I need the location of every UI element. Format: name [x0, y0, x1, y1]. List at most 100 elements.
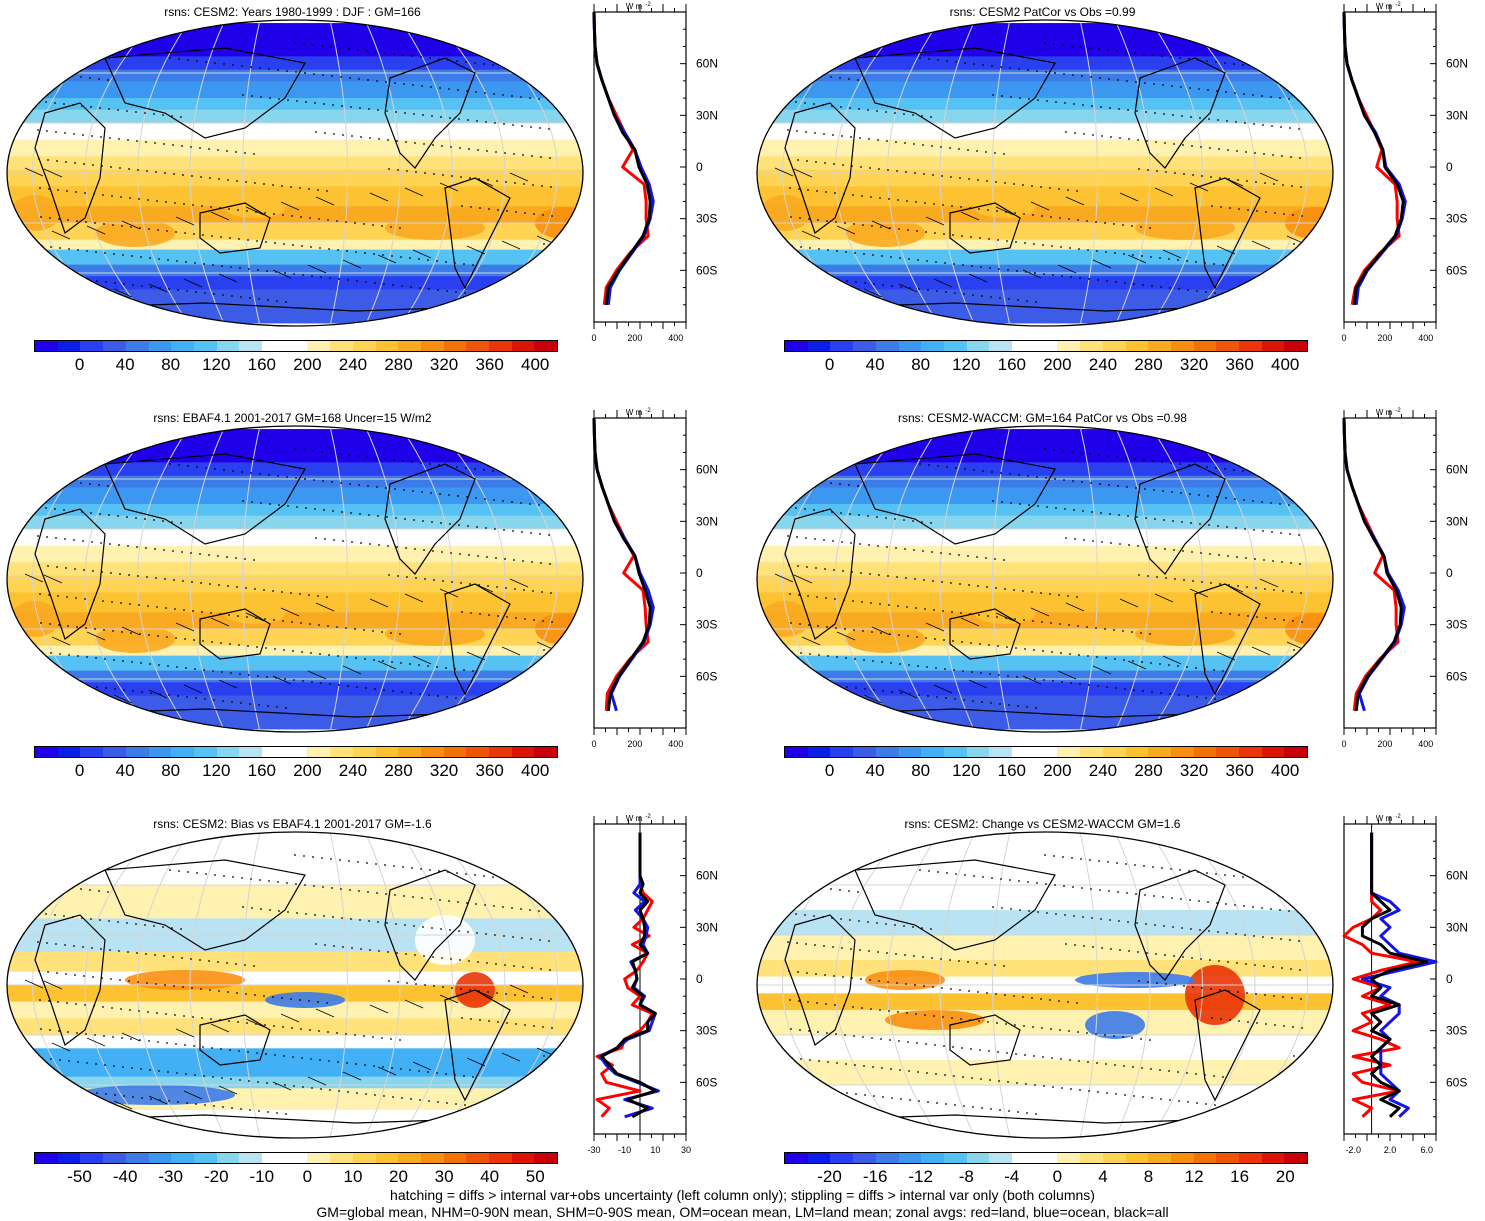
stipple-dot: [34, 42, 36, 44]
stipple-dot: [894, 112, 896, 114]
stipple-dot: [904, 954, 906, 956]
zonal-x-label: 400: [668, 739, 683, 749]
stipple-dot: [317, 1001, 319, 1003]
stipple-dot: [853, 1035, 855, 1037]
stipple-dot: [1244, 528, 1246, 530]
stipple-dot: [1259, 297, 1261, 299]
stipple-dot: [381, 1037, 383, 1039]
stipple-dot: [147, 199, 149, 201]
stipple-dot: [1264, 182, 1266, 184]
stipple-dot: [386, 110, 388, 112]
stipple-dot: [175, 231, 177, 233]
stipple-dot: [1156, 170, 1158, 172]
stipple-dot: [439, 87, 441, 89]
colorbar-swatch: [921, 747, 944, 757]
zonal-x-label: 0: [1341, 739, 1346, 749]
stipple-dot: [1052, 274, 1054, 276]
hatch-line: [509, 172, 529, 182]
stipple-dot: [1007, 269, 1009, 271]
stipple-dot: [419, 287, 421, 289]
stipple-dot: [76, 220, 78, 222]
stipple-dot: [427, 1071, 429, 1073]
stipple-dot: [1115, 281, 1117, 283]
stipple-dot: [291, 1027, 293, 1029]
stipple-dot: [327, 219, 329, 221]
stipple-dot: [1062, 44, 1064, 46]
stipple-dot: [436, 666, 438, 668]
colorbar-tick-label: 20: [1275, 1167, 1295, 1186]
stipple-dot: [258, 704, 260, 706]
stipple-dot: [1118, 108, 1120, 110]
stipple-dot: [421, 897, 423, 899]
stipple-dot: [212, 264, 214, 266]
stipple-dot: [936, 290, 938, 292]
stipple-dot: [203, 263, 205, 265]
stipple-dot: [174, 1014, 176, 1016]
colorbar-swatch: [80, 341, 104, 351]
graticule-meridian: [189, 426, 226, 732]
stipple-dot: [980, 266, 982, 268]
stipple-dot: [786, 912, 788, 914]
stipple-dot: [1183, 173, 1185, 175]
stipple-dot: [208, 960, 210, 962]
map-anomaly: [265, 992, 345, 1008]
stipple-dot: [194, 668, 196, 670]
stipple-dot: [945, 1103, 947, 1105]
stipple-dot: [364, 1064, 366, 1066]
stipple-dot: [1236, 556, 1238, 558]
stipple-dot: [169, 869, 171, 871]
zonal-lat-label: 30S: [696, 1024, 717, 1038]
stipple-dot: [868, 544, 870, 546]
stipple-dot: [107, 891, 109, 893]
stipple-dot: [278, 910, 280, 912]
stipple-dot: [347, 1091, 349, 1093]
stipple-dot: [1156, 576, 1158, 578]
hatch-line: [377, 254, 397, 264]
stipple-dot: [825, 1003, 827, 1005]
stipple-dot: [925, 637, 927, 639]
stipple-dot: [296, 506, 298, 508]
graticule-meridian: [1184, 20, 1256, 326]
hatch-line: [43, 168, 63, 178]
stipple-dot: [172, 144, 174, 146]
stipple-dot: [1269, 473, 1271, 475]
stipple-dot: [827, 249, 829, 251]
stipple-dot: [804, 102, 806, 104]
stipple-dot: [105, 281, 107, 283]
stipple-dot: [395, 111, 397, 113]
stipple-dot: [200, 988, 202, 990]
zonal-lat-label: 60S: [1446, 263, 1467, 277]
stipple-dot: [1222, 670, 1224, 672]
stipple-dot: [542, 1026, 544, 1028]
stipple-dot: [1135, 893, 1137, 895]
stipple-dot: [73, 133, 75, 135]
stipple-dot: [437, 1101, 439, 1103]
map-band: [757, 239, 1333, 251]
stipple-dot: [934, 1044, 936, 1046]
colorbar-swatch: [307, 1153, 331, 1163]
stipple-dot: [104, 252, 106, 254]
stipple-dot: [1199, 117, 1201, 119]
hatch-line: [474, 177, 494, 187]
map-band: [757, 289, 1333, 324]
map-band: [7, 575, 583, 593]
stipple-dot: [532, 184, 534, 186]
colorbar-swatch: [875, 1153, 899, 1163]
stipple-dot: [175, 637, 177, 639]
stipple-dot: [528, 474, 530, 476]
stipple-dot: [877, 951, 879, 953]
zonal-x-label: 6.0: [1421, 1145, 1434, 1155]
stipple-dot: [1174, 172, 1176, 174]
stipple-dot: [141, 691, 143, 693]
stipple-dot: [184, 232, 186, 234]
stipple-dot: [1050, 1028, 1052, 1030]
hatch-line: [412, 1061, 432, 1071]
coastline: [384, 57, 476, 169]
stipple-dot: [832, 540, 834, 542]
stipple-dot: [1042, 650, 1044, 652]
stipple-dot: [899, 663, 901, 665]
stipple-dot: [1198, 900, 1200, 902]
stipple-dot: [1013, 589, 1015, 591]
stipple-dot: [267, 1111, 269, 1113]
